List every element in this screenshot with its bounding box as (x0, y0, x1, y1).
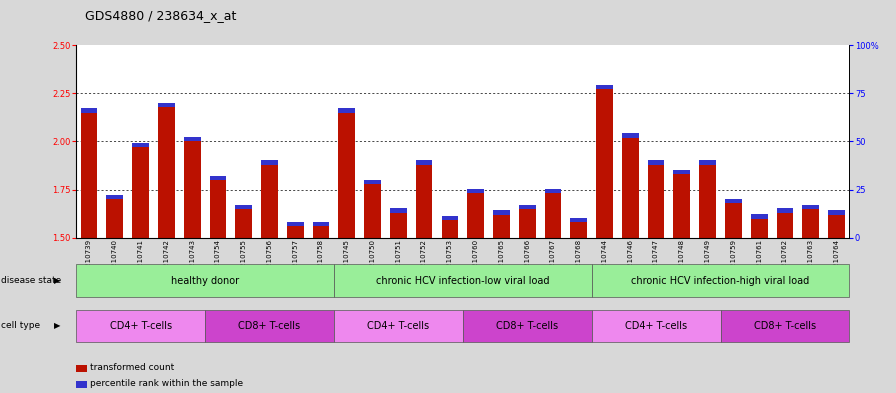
Text: CD8+ T-cells: CD8+ T-cells (754, 321, 816, 331)
Bar (107, 195, 123, 199)
Bar (390, 213, 407, 238)
Bar (803, 209, 819, 238)
Bar (133, 143, 149, 147)
Bar (725, 203, 742, 238)
Bar (725, 199, 742, 203)
Bar (184, 137, 201, 141)
Bar (339, 108, 355, 112)
Bar (287, 226, 304, 238)
Bar (674, 170, 690, 174)
Bar (596, 90, 613, 238)
Bar (107, 199, 123, 238)
Text: chronic HCV infection-high viral load: chronic HCV infection-high viral load (632, 275, 810, 286)
Bar (287, 222, 304, 226)
Bar (158, 103, 175, 107)
Text: chronic HCV infection-low viral load: chronic HCV infection-low viral load (376, 275, 549, 286)
Text: percentile rank within the sample: percentile rank within the sample (90, 379, 244, 387)
Bar (390, 209, 407, 213)
Bar (236, 205, 252, 209)
Text: CD8+ T-cells: CD8+ T-cells (496, 321, 558, 331)
Bar (210, 180, 227, 238)
Bar (364, 184, 381, 238)
Text: ▶: ▶ (54, 321, 61, 330)
Text: CD4+ T-cells: CD4+ T-cells (109, 321, 172, 331)
Bar (519, 209, 536, 238)
Bar (184, 141, 201, 238)
Bar (468, 193, 484, 238)
Text: CD4+ T-cells: CD4+ T-cells (625, 321, 687, 331)
Text: disease state: disease state (1, 276, 61, 285)
Bar (828, 210, 845, 215)
Bar (648, 160, 665, 165)
Bar (210, 176, 227, 180)
Bar (236, 209, 252, 238)
Bar (519, 205, 536, 209)
Bar (493, 215, 510, 238)
Text: healthy donor: healthy donor (171, 275, 239, 286)
Bar (493, 210, 510, 215)
Bar (622, 133, 639, 138)
Bar (699, 160, 716, 165)
Bar (777, 209, 793, 213)
Text: GDS4880 / 238634_x_at: GDS4880 / 238634_x_at (85, 9, 237, 22)
Text: transformed count: transformed count (90, 363, 175, 372)
Bar (81, 112, 98, 238)
Bar (313, 226, 330, 238)
Bar (777, 213, 793, 238)
Bar (751, 214, 768, 219)
Bar (674, 174, 690, 238)
Bar (339, 112, 355, 238)
Bar (261, 160, 278, 165)
Bar (313, 222, 330, 226)
Bar (81, 108, 98, 112)
Bar (622, 138, 639, 238)
Text: ▶: ▶ (54, 276, 61, 285)
Bar (416, 160, 433, 165)
Bar (699, 165, 716, 238)
Bar (648, 165, 665, 238)
Bar (133, 147, 149, 238)
Bar (364, 180, 381, 184)
Bar (468, 189, 484, 193)
Bar (571, 218, 587, 222)
Bar (158, 107, 175, 238)
Bar (828, 215, 845, 238)
Bar (803, 205, 819, 209)
Bar (571, 222, 587, 238)
Bar (545, 193, 562, 238)
Bar (416, 165, 433, 238)
Text: CD8+ T-cells: CD8+ T-cells (238, 321, 300, 331)
Bar (596, 85, 613, 90)
Bar (261, 165, 278, 238)
Bar (442, 216, 458, 220)
Bar (751, 219, 768, 238)
Text: cell type: cell type (1, 321, 40, 330)
Text: CD4+ T-cells: CD4+ T-cells (367, 321, 429, 331)
Bar (545, 189, 562, 193)
Bar (442, 220, 458, 238)
